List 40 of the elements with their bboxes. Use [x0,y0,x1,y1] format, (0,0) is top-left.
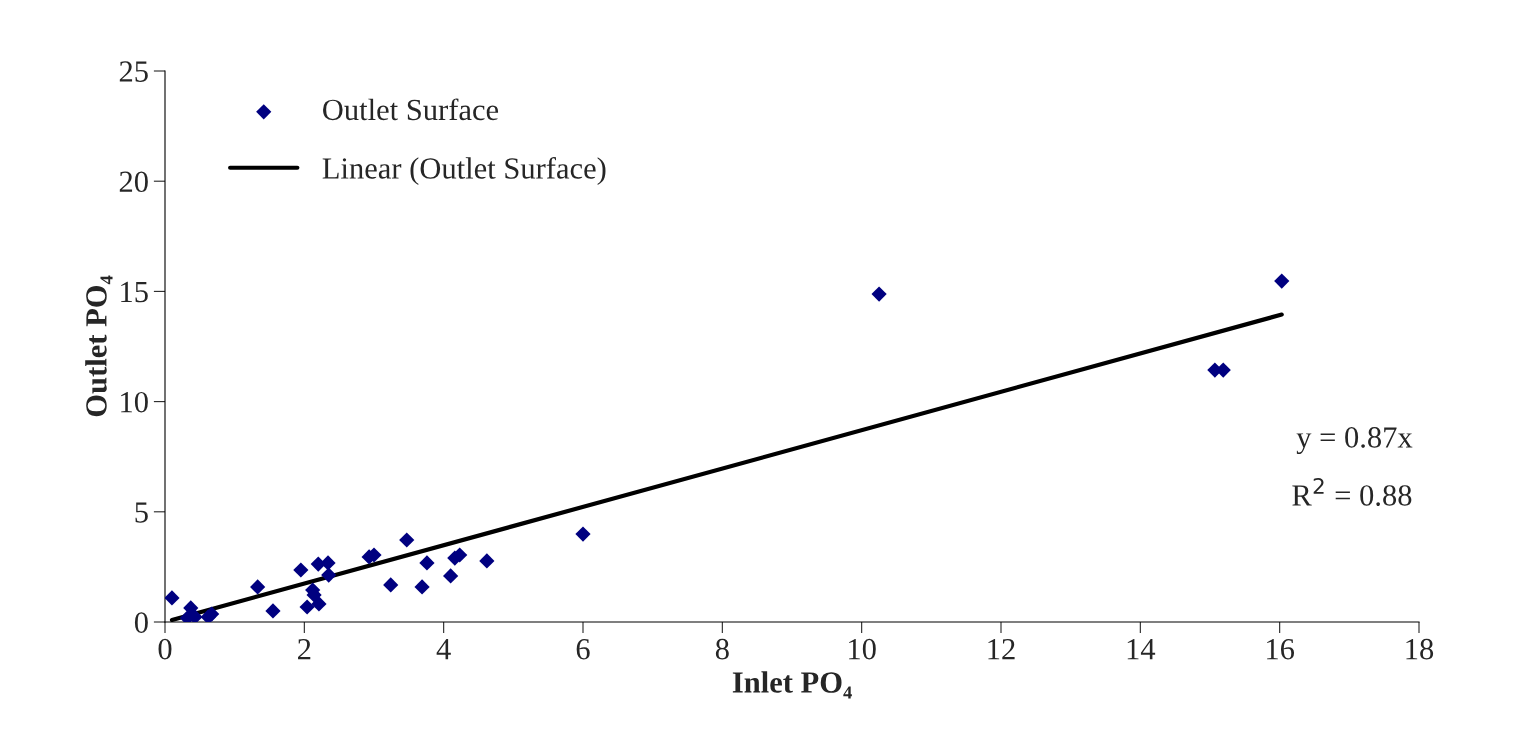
point [293,562,309,578]
point [250,579,266,595]
point [399,532,415,548]
y-axis-title: Outlet PO₄ [85,275,113,417]
x-tick-label: 2 [298,638,311,660]
point [320,555,336,571]
y-tick-label: 15 [121,281,148,303]
x-tick-label: 6 [576,638,590,660]
x-tick-label: 14 [1127,639,1156,660]
x-tick-label: 16 [1267,638,1295,660]
annotation: y = 0.87x [1296,427,1413,455]
x-axis-title: Inlet PO₄ [732,671,852,699]
point [575,526,591,542]
x-tick-label: 10 [849,638,876,660]
point [311,596,327,612]
point [419,555,435,571]
x-tick-label: 4 [436,639,451,660]
point [299,599,315,615]
y-tick-label: 25 [119,61,148,82]
point [443,568,459,584]
x-tick-label: 18 [1406,638,1434,660]
point [165,590,180,606]
point [265,603,281,619]
x-tick-label: 8 [715,638,729,660]
point [383,577,399,593]
point [204,606,220,622]
y-tick-label: 20 [119,171,148,193]
x-tick-label: 12 [988,638,1015,660]
annotation: R$^{2}$ = 0.88 [1292,477,1412,506]
legend-label: Outlet Surface [323,98,499,121]
legend-label: Linear (Outlet Surface) [322,156,606,185]
point [1274,273,1290,289]
y-tick-label: 5 [135,502,148,523]
point [321,567,337,583]
y-tick-label: 10 [121,391,148,413]
y-tick-label: 0 [134,612,148,633]
point [871,286,887,302]
point [479,553,495,569]
x-tick-label: 0 [158,638,172,660]
point [414,579,430,595]
